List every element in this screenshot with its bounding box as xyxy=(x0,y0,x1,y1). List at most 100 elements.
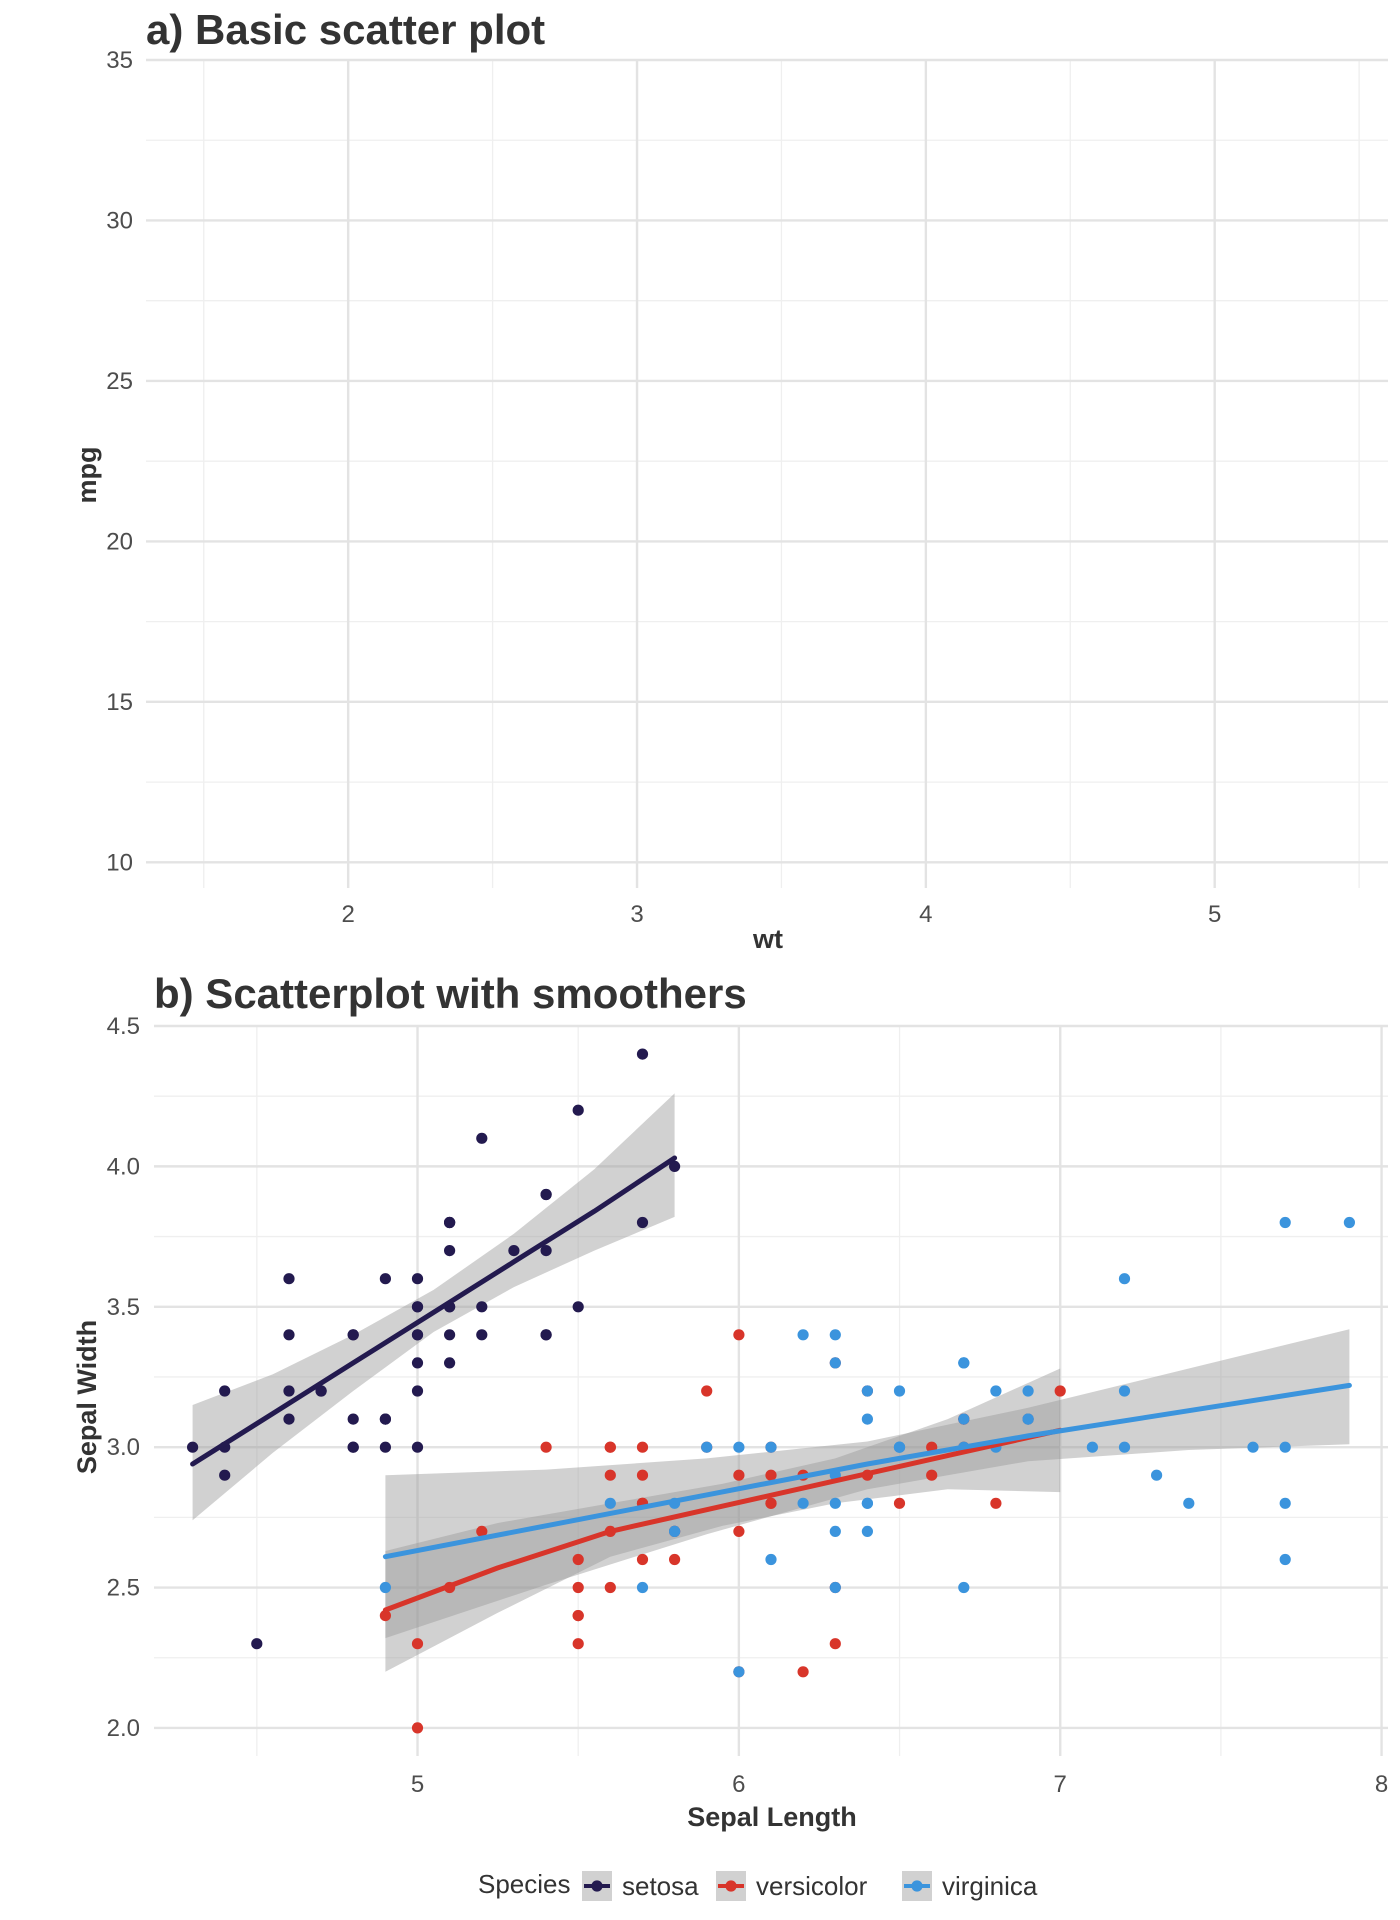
virginica-point xyxy=(1279,1497,1291,1509)
virginica-point xyxy=(604,1497,616,1509)
legend-keys: setosa versicolor virginica xyxy=(582,1871,1038,1901)
virginica-point xyxy=(1022,1413,1034,1425)
setosa-point xyxy=(411,1301,424,1313)
versicolor-point xyxy=(411,1638,424,1650)
y-tick-label: 3.0 xyxy=(107,1434,140,1461)
y-tick-label: 2.0 xyxy=(107,1715,140,1742)
setosa-point xyxy=(283,1385,295,1397)
x-tick-label: 5 xyxy=(411,1771,424,1798)
panel-b-x-tick-labels: 5 6 7 8 xyxy=(411,1771,1388,1798)
panel-a-x-axis-label: wt xyxy=(752,924,783,954)
versicolor-confidence-band xyxy=(385,1368,1061,1672)
setosa-point xyxy=(411,1385,424,1397)
x-tick-label: 3 xyxy=(630,901,643,928)
versicolor-point xyxy=(669,1553,681,1566)
versicolor-point xyxy=(604,1441,616,1453)
virginica-point xyxy=(861,1385,874,1397)
setosa-point xyxy=(379,1441,391,1453)
y-tick-label: 20 xyxy=(106,528,133,555)
virginica-point xyxy=(990,1385,1002,1397)
panel-b-confidence-bands xyxy=(192,1093,1350,1672)
versicolor-point xyxy=(604,1469,616,1481)
virginica-point xyxy=(829,1357,841,1369)
setosa-point xyxy=(283,1413,295,1425)
virginica-point xyxy=(1151,1469,1163,1481)
virginica-point xyxy=(765,1553,777,1566)
setosa-point xyxy=(572,1104,584,1116)
versicolor-point xyxy=(765,1469,777,1481)
versicolor-point xyxy=(604,1581,616,1594)
versicolor-point xyxy=(797,1666,809,1678)
versicolor-point xyxy=(733,1469,745,1481)
setosa-point xyxy=(476,1329,488,1341)
y-tick-label: 10 xyxy=(106,849,133,876)
setosa-confidence-band xyxy=(192,1093,675,1521)
legend-dot-virginica xyxy=(911,1880,923,1892)
setosa-point xyxy=(444,1245,456,1257)
setosa-point xyxy=(315,1385,327,1397)
setosa-point xyxy=(636,1048,649,1060)
virginica-point xyxy=(893,1385,906,1397)
panel-a-x-tick-labels: 2 3 4 5 xyxy=(342,901,1222,928)
setosa-point xyxy=(444,1329,456,1341)
versicolor-point xyxy=(572,1610,584,1622)
virginica-point xyxy=(958,1581,970,1594)
virginica-point xyxy=(1022,1385,1034,1397)
setosa-point xyxy=(347,1329,359,1341)
virginica-point xyxy=(861,1413,874,1425)
virginica-point xyxy=(1343,1216,1355,1229)
setosa-point xyxy=(540,1245,552,1257)
panel-b-y-tick-labels: 2.0 2.5 3.0 3.5 4.0 4.5 xyxy=(107,1013,140,1742)
setosa-point xyxy=(669,1160,681,1172)
setosa-smoother-line xyxy=(190,1155,678,1467)
panel-a-gridlines xyxy=(146,58,1388,888)
virginica-point xyxy=(1118,1273,1131,1285)
y-tick-label: 3.5 xyxy=(107,1294,140,1321)
setosa-point xyxy=(476,1301,488,1313)
virginica-point xyxy=(733,1666,745,1678)
legend-dot-setosa xyxy=(591,1880,603,1892)
setosa-point xyxy=(411,1273,424,1285)
setosa-point xyxy=(283,1273,295,1285)
virginica-point xyxy=(1118,1385,1131,1397)
versicolor-point xyxy=(1054,1385,1066,1397)
versicolor-point xyxy=(476,1525,488,1537)
virginica-point xyxy=(701,1441,713,1453)
virginica-point xyxy=(861,1497,874,1509)
virginica-point xyxy=(958,1357,970,1369)
virginica-smoother-line xyxy=(382,1382,1352,1560)
y-tick-label: 30 xyxy=(106,207,133,234)
setosa-point xyxy=(444,1216,456,1229)
versicolor-point xyxy=(765,1497,777,1509)
virginica-point xyxy=(829,1581,841,1594)
legend-label-versicolor: versicolor xyxy=(756,1871,868,1901)
versicolor-point xyxy=(893,1497,906,1509)
setosa-point xyxy=(540,1329,552,1341)
setosa-point xyxy=(444,1357,456,1369)
setosa-point xyxy=(572,1301,584,1313)
versicolor-point xyxy=(990,1497,1002,1509)
setosa-point xyxy=(379,1273,391,1285)
setosa-point xyxy=(411,1441,424,1453)
setosa-point xyxy=(379,1413,391,1425)
panel-b-points xyxy=(187,1048,1355,1734)
versicolor-point xyxy=(636,1469,649,1481)
versicolor-point xyxy=(379,1610,391,1622)
legend-key-setosa: setosa xyxy=(582,1871,699,1901)
panel-a-y-axis-label: mpg xyxy=(72,447,102,504)
legend-title: Species xyxy=(478,1869,571,1899)
versicolor-point xyxy=(540,1441,552,1453)
virginica-point xyxy=(829,1497,841,1509)
legend-dot-versicolor xyxy=(725,1880,737,1892)
versicolor-point xyxy=(411,1722,424,1734)
panel-a-title: a) Basic scatter plot xyxy=(146,6,545,53)
versicolor-point xyxy=(926,1469,938,1481)
y-tick-label: 15 xyxy=(106,689,133,716)
virginica-confidence-band xyxy=(385,1329,1350,1639)
versicolor-point xyxy=(636,1553,649,1566)
legend-key-versicolor: versicolor xyxy=(716,1871,868,1901)
virginica-point xyxy=(1183,1497,1195,1509)
versicolor-smoother-line xyxy=(382,1427,1063,1613)
virginica-point xyxy=(1279,1216,1291,1229)
